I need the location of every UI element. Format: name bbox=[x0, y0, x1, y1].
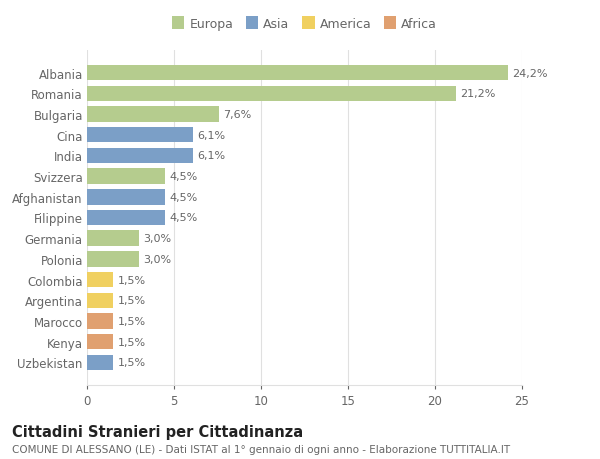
Text: Cittadini Stranieri per Cittadinanza: Cittadini Stranieri per Cittadinanza bbox=[12, 425, 303, 440]
Text: 1,5%: 1,5% bbox=[118, 337, 146, 347]
Text: 4,5%: 4,5% bbox=[170, 172, 198, 182]
Text: 1,5%: 1,5% bbox=[118, 358, 146, 368]
Legend: Europa, Asia, America, Africa: Europa, Asia, America, Africa bbox=[167, 13, 442, 36]
Bar bbox=[87, 128, 193, 143]
Bar bbox=[87, 272, 113, 288]
Text: 1,5%: 1,5% bbox=[118, 296, 146, 306]
Bar bbox=[87, 107, 219, 123]
Bar bbox=[87, 190, 166, 205]
Text: 1,5%: 1,5% bbox=[118, 275, 146, 285]
Text: 3,0%: 3,0% bbox=[143, 254, 172, 264]
Bar bbox=[87, 148, 193, 164]
Text: 7,6%: 7,6% bbox=[224, 110, 252, 120]
Bar bbox=[87, 169, 166, 185]
Text: 6,1%: 6,1% bbox=[197, 130, 226, 140]
Bar bbox=[87, 231, 139, 246]
Bar bbox=[87, 293, 113, 308]
Text: 3,0%: 3,0% bbox=[143, 234, 172, 244]
Text: 1,5%: 1,5% bbox=[118, 316, 146, 326]
Text: 4,5%: 4,5% bbox=[170, 213, 198, 223]
Bar bbox=[87, 252, 139, 267]
Text: 4,5%: 4,5% bbox=[170, 192, 198, 202]
Text: 21,2%: 21,2% bbox=[460, 89, 496, 99]
Text: 24,2%: 24,2% bbox=[512, 68, 548, 78]
Bar bbox=[87, 334, 113, 350]
Bar bbox=[87, 66, 508, 81]
Bar bbox=[87, 210, 166, 226]
Bar bbox=[87, 313, 113, 329]
Text: COMUNE DI ALESSANO (LE) - Dati ISTAT al 1° gennaio di ogni anno - Elaborazione T: COMUNE DI ALESSANO (LE) - Dati ISTAT al … bbox=[12, 444, 510, 454]
Bar bbox=[87, 86, 456, 102]
Bar bbox=[87, 355, 113, 370]
Text: 6,1%: 6,1% bbox=[197, 151, 226, 161]
